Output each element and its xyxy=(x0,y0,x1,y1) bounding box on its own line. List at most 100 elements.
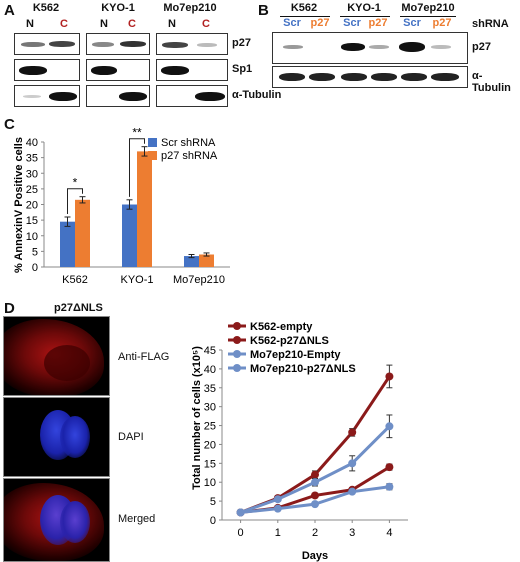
data-point xyxy=(311,478,319,487)
anti-flag-image xyxy=(3,316,110,396)
underline xyxy=(400,16,456,17)
row-label-p27: p27 xyxy=(232,37,251,49)
row-label-sp1: Sp1 xyxy=(232,63,253,75)
x-tick-label: 1 xyxy=(275,527,281,539)
data-point xyxy=(273,504,282,513)
blot-a-sp1-kyo1 xyxy=(86,59,150,81)
merged-image xyxy=(3,478,110,562)
blot-a-tubulin-mo7 xyxy=(156,85,228,107)
blot-a-tubulin-kyo1 xyxy=(86,85,150,107)
legend-label: p27 shRNA xyxy=(161,150,218,162)
underline xyxy=(280,16,330,17)
blot-a-tubulin-k562 xyxy=(14,85,80,107)
y-tick-label: 20 xyxy=(26,200,38,212)
significance-mark: * xyxy=(73,176,78,190)
bar xyxy=(60,221,75,267)
legend-label: K562-p27ΔNLS xyxy=(250,335,329,347)
blot-a-p27-mo7 xyxy=(156,33,228,55)
data-point xyxy=(311,500,319,509)
lane-p27: p27 xyxy=(310,17,330,29)
x-tick-label: KYO-1 xyxy=(120,274,153,286)
series-line xyxy=(240,425,391,514)
panel-a-label: A xyxy=(4,2,15,19)
y-axis-label: % AnnexinV Positive cells xyxy=(13,137,25,273)
legend-label: Scr shRNA xyxy=(161,137,216,149)
underline xyxy=(340,16,390,17)
lane-p27: p27 xyxy=(432,17,452,29)
y-tick-label: 20 xyxy=(204,439,216,451)
legend-label: Mo7ep210-p27ΔNLS xyxy=(250,363,356,375)
panel-a-cellline-mo7: Mo7ep210 xyxy=(163,2,217,14)
annexin-bar-chart: % AnnexinV Positive cells 0 5 10 15 20 25 30 35… xyxy=(13,126,230,286)
data-point xyxy=(348,487,357,496)
blot-a-p27-k562 xyxy=(14,33,80,55)
data-point xyxy=(311,470,319,479)
lane-n: N xyxy=(168,18,176,30)
y-tick-label: 40 xyxy=(204,364,216,376)
lane-c: C xyxy=(60,18,68,30)
significance-bracket xyxy=(67,188,83,214)
lane-n: N xyxy=(26,18,34,30)
y-tick-label: 15 xyxy=(204,458,216,470)
panel-b-label: B xyxy=(258,2,269,19)
legend-swatch-marker xyxy=(233,336,241,344)
y-tick-label: 30 xyxy=(26,168,38,180)
lane-scr: Scr xyxy=(343,17,361,29)
merged-label: Merged xyxy=(118,513,156,525)
data-point xyxy=(236,508,245,517)
blot-a-sp1-k562 xyxy=(14,59,80,81)
bar xyxy=(75,199,90,267)
shrna-label: shRNA xyxy=(472,18,509,30)
legend-swatch-marker xyxy=(233,350,241,358)
y-tick-label: 35 xyxy=(204,383,216,395)
panel-d-label: D xyxy=(4,300,15,317)
blot-b-tubulin xyxy=(272,66,468,88)
x-tick-label: 4 xyxy=(386,527,392,539)
panel-b-cellline-kyo1: KYO-1 xyxy=(347,2,381,14)
legend-swatch-marker xyxy=(233,364,241,372)
blot-a-p27-kyo1 xyxy=(86,33,150,55)
lane-p27: p27 xyxy=(368,17,388,29)
y-tick-label: 45 xyxy=(204,345,216,357)
lane-c: C xyxy=(202,18,210,30)
lane-n: N xyxy=(100,18,108,30)
y-tick-label: 0 xyxy=(210,515,216,527)
significance-bracket xyxy=(129,138,145,197)
microscopy-title: p27ΔNLS xyxy=(54,302,103,314)
data-point xyxy=(385,482,394,491)
bar xyxy=(199,254,214,267)
y-tick-label: 40 xyxy=(26,137,38,149)
legend-swatch xyxy=(148,151,157,160)
y-tick-label: 10 xyxy=(26,231,38,243)
legend-label: Mo7ep210-Empty xyxy=(250,349,341,361)
bar xyxy=(122,204,137,267)
panel-b-cellline-mo7: Mo7ep210 xyxy=(401,2,455,14)
y-tick-label: 15 xyxy=(26,215,38,227)
bar xyxy=(184,256,199,267)
y-tick-label: 10 xyxy=(204,477,216,489)
y-tick-label: 25 xyxy=(26,184,38,196)
data-point xyxy=(385,372,394,381)
x-tick-label: Mo7ep210 xyxy=(173,274,225,286)
anti-flag-label: Anti-FLAG xyxy=(118,351,170,363)
panel-b-cellline-k562: K562 xyxy=(290,2,318,14)
data-point xyxy=(311,491,319,500)
lane-c: C xyxy=(128,18,136,30)
y-tick-label: 30 xyxy=(204,402,216,414)
data-point xyxy=(348,428,357,437)
row-label-tubulin: α-Tubulin xyxy=(232,89,282,101)
data-point xyxy=(273,495,282,504)
panel-a-cellline-k562: K562 xyxy=(32,2,60,14)
panel-c-label: C xyxy=(4,116,15,133)
x-axis-label: Days xyxy=(302,550,328,562)
significance-mark: ** xyxy=(132,126,142,140)
panel-a-cellline-kyo1: KYO-1 xyxy=(101,2,135,14)
lane-scr: Scr xyxy=(403,17,421,29)
data-point xyxy=(385,463,394,472)
legend-swatch-marker xyxy=(233,322,241,330)
y-axis-label: Total number of cells (x10⁵) xyxy=(191,346,203,490)
blot-b-p27 xyxy=(272,32,468,64)
y-tick-label: 0 xyxy=(32,262,38,274)
dapi-label: DAPI xyxy=(118,431,144,443)
y-tick-label: 5 xyxy=(32,246,38,258)
